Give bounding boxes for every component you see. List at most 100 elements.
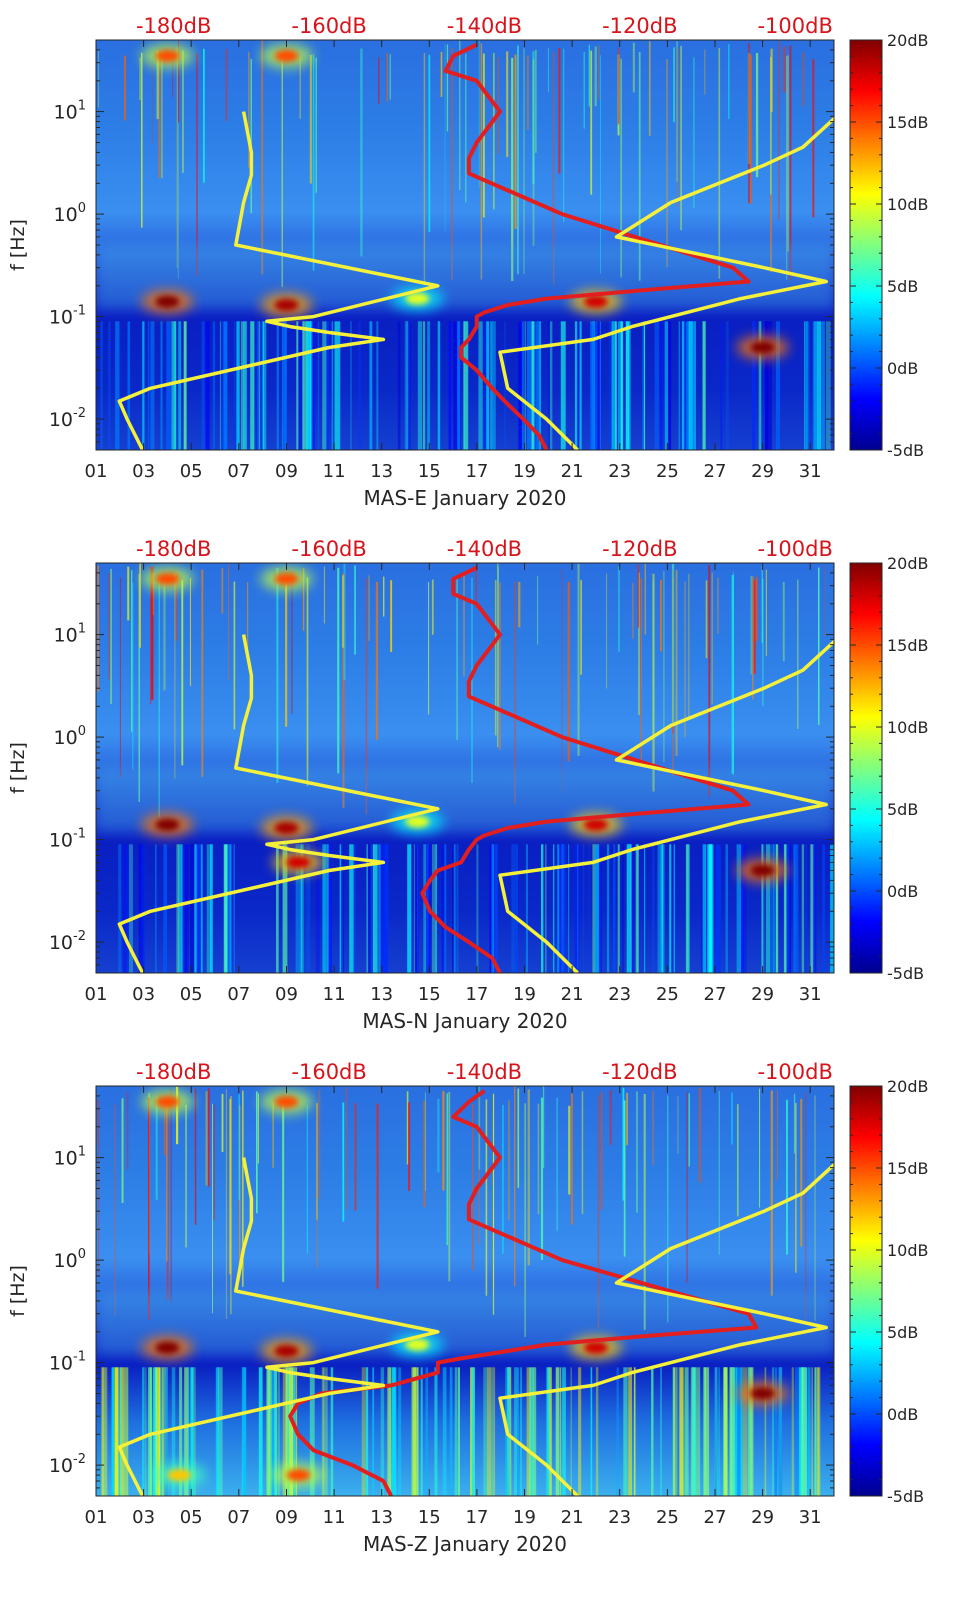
colorbar-tick-label: -5dB xyxy=(887,1487,924,1506)
x-tick-label: 11 xyxy=(323,1507,346,1528)
colorbar-tick-label: 5dB xyxy=(887,800,918,819)
colorbar-tick-label: 0dB xyxy=(887,882,918,901)
y-tick-label: 100 xyxy=(54,724,86,749)
x-tick-label: 15 xyxy=(418,984,441,1005)
colorbar-tick-label: 5dB xyxy=(887,1323,918,1342)
hotspot-core xyxy=(155,572,180,585)
colorbar-tick-label: 20dB xyxy=(887,31,929,50)
x-tick-label: 07 xyxy=(227,984,250,1005)
hotspot-core xyxy=(583,818,608,831)
colorbar-tick-label: 5dB xyxy=(887,277,918,296)
hotspot-core xyxy=(405,1338,430,1351)
y-tick-label: 101 xyxy=(54,622,86,647)
series-line-yellow_right xyxy=(498,1162,834,1496)
series-line-yellow_left xyxy=(117,634,440,973)
top-db-label: -140dB xyxy=(447,14,522,38)
panel-mas-e: 101 100 10-1 10-2 f [Hz] 01 03 05 07 09 11 13 15 17 19… xyxy=(7,14,929,510)
x-tick-label: 23 xyxy=(608,461,631,482)
hotspot-core xyxy=(274,299,299,311)
colorbar-tick-label: 20dB xyxy=(887,554,929,573)
x-tick-label: 15 xyxy=(418,1507,441,1528)
y-tick-label: 10-1 xyxy=(49,1350,86,1375)
x-axis-label: MAS-E January 2020 xyxy=(364,486,567,510)
x-tick-label: 07 xyxy=(227,1507,250,1528)
x-tick-label: 09 xyxy=(275,984,298,1005)
x-axis-label: MAS-N January 2020 xyxy=(362,1009,567,1033)
top-db-label: -100dB xyxy=(757,1060,832,1084)
x-tick-label: 19 xyxy=(513,461,536,482)
series-line-red xyxy=(420,565,751,973)
x-tick-label: 23 xyxy=(608,1507,631,1528)
x-tick-label: 25 xyxy=(656,984,679,1005)
heatmap-area xyxy=(96,40,834,450)
x-tick-label: 09 xyxy=(275,461,298,482)
x-axis-label: MAS-Z January 2020 xyxy=(363,1532,567,1556)
colorbar-tick-label: 20dB xyxy=(887,1077,929,1096)
x-tick-label: 13 xyxy=(370,461,393,482)
x-tick-label: 31 xyxy=(799,1507,822,1528)
hotspot-core xyxy=(155,295,180,308)
x-tick-label: 31 xyxy=(799,461,822,482)
x-tick-label: 01 xyxy=(85,1507,108,1528)
y-tick-label: 10-2 xyxy=(49,929,86,954)
x-tick-label: 19 xyxy=(513,984,536,1005)
x-tick-label: 05 xyxy=(180,1507,203,1528)
hotspot-core xyxy=(167,1469,192,1482)
y-tick-label: 101 xyxy=(54,99,86,124)
x-tick-label: 05 xyxy=(180,461,203,482)
top-db-label: -160dB xyxy=(291,14,366,38)
hotspot-core xyxy=(750,341,775,354)
series-line-red xyxy=(443,42,751,450)
x-tick-label: 03 xyxy=(132,461,155,482)
x-tick-label: 27 xyxy=(704,984,727,1005)
series-line-yellow_right xyxy=(498,116,834,450)
colorbar xyxy=(849,39,883,451)
y-tick-label: 100 xyxy=(54,1247,86,1272)
colorbar xyxy=(849,562,883,974)
hotspot-core xyxy=(274,572,299,585)
x-tick-label: 17 xyxy=(465,461,488,482)
hotspot-core xyxy=(274,49,299,62)
hotspot-core xyxy=(750,1387,775,1400)
x-tick-label: 11 xyxy=(323,461,346,482)
hotspot-core xyxy=(274,1345,299,1357)
x-tick-label: 29 xyxy=(751,984,774,1005)
y-tick-label: 10-1 xyxy=(49,304,86,329)
top-db-label: -120dB xyxy=(602,14,677,38)
hotspot-core xyxy=(286,1469,311,1482)
top-db-label: -180dB xyxy=(136,14,211,38)
x-tick-label: 03 xyxy=(132,1507,155,1528)
x-tick-label: 21 xyxy=(561,461,584,482)
hotspot-core xyxy=(155,818,180,831)
hotspot-core xyxy=(405,292,430,305)
x-tick-label: 13 xyxy=(370,984,393,1005)
top-db-label: -140dB xyxy=(447,1060,522,1084)
series-line-yellow_right xyxy=(498,639,834,973)
x-tick-label: 11 xyxy=(323,984,346,1005)
x-tick-label: 27 xyxy=(704,1507,727,1528)
top-db-label: -160dB xyxy=(291,537,366,561)
hotspot-core xyxy=(286,856,311,869)
colorbar-tick-label: -5dB xyxy=(887,964,924,983)
series-line-yellow_left xyxy=(117,111,440,450)
colorbar-tick-label: 15dB xyxy=(887,1159,929,1178)
hotspot-core xyxy=(405,815,430,828)
x-tick-label: 31 xyxy=(799,984,822,1005)
hotspot-core xyxy=(583,1341,608,1354)
top-db-label: -100dB xyxy=(757,14,832,38)
colorbar-tick-label: 10dB xyxy=(887,195,929,214)
series-line-red xyxy=(288,1089,759,1496)
colorbar xyxy=(849,1085,883,1497)
hotspot-core xyxy=(155,1341,180,1354)
x-tick-label: 21 xyxy=(561,1507,584,1528)
top-db-label: -180dB xyxy=(136,1060,211,1084)
colorbar-tick-label: -5dB xyxy=(887,441,924,460)
hotspot-core xyxy=(274,822,299,834)
x-tick-label: 13 xyxy=(370,1507,393,1528)
colorbar-tick-label: 10dB xyxy=(887,1241,929,1260)
hotspot-core xyxy=(155,49,180,62)
heatmap-area xyxy=(96,563,834,973)
colorbar-tick-label: 0dB xyxy=(887,1405,918,1424)
top-db-label: -120dB xyxy=(602,537,677,561)
